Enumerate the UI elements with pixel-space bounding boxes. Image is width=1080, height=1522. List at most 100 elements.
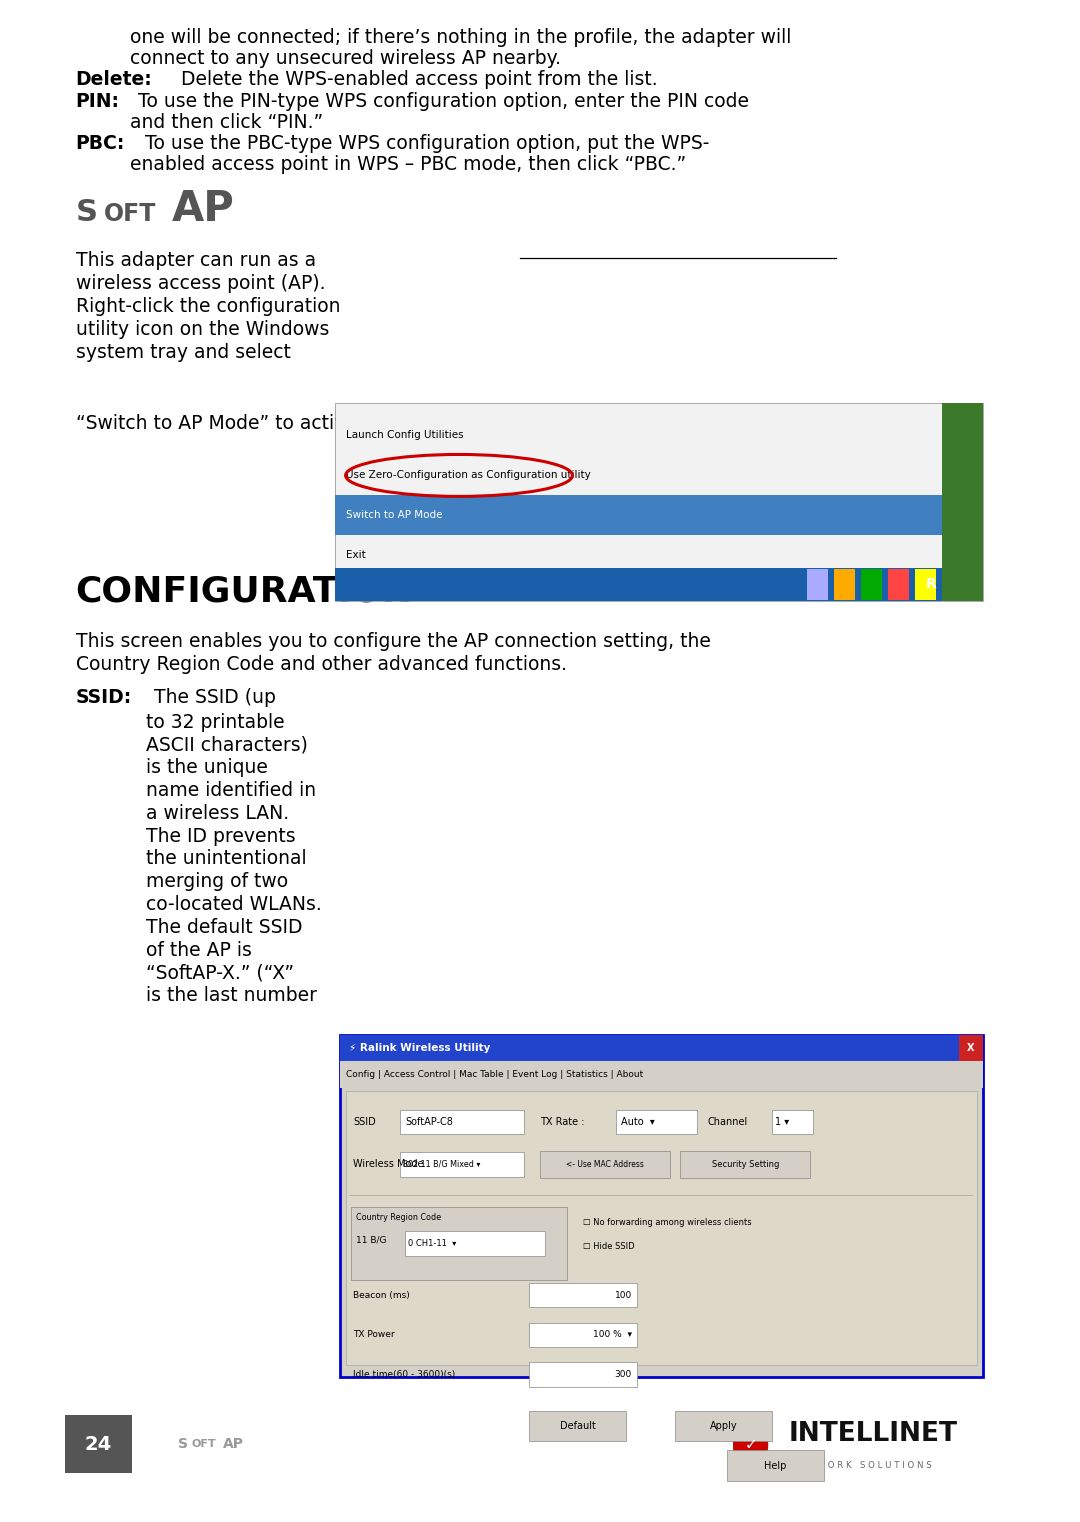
FancyBboxPatch shape [351, 1207, 567, 1280]
Text: OFT: OFT [191, 1440, 216, 1449]
Text: ☐ No forwarding among wireless clients: ☐ No forwarding among wireless clients [583, 1218, 752, 1227]
Text: 802.11 B/G Mixed ▾: 802.11 B/G Mixed ▾ [403, 1160, 481, 1169]
Text: ☐ Hide SSID: ☐ Hide SSID [583, 1242, 635, 1251]
Text: and then click “PIN.”: and then click “PIN.” [130, 113, 323, 132]
Text: enabled access point in WPS – PBC mode, then click “PBC.”: enabled access point in WPS – PBC mode, … [130, 155, 686, 175]
Text: X: X [968, 1043, 974, 1053]
Text: Help: Help [765, 1461, 786, 1470]
Text: The ID prevents: The ID prevents [146, 826, 296, 846]
Text: The SSID (up: The SSID (up [148, 688, 276, 708]
Text: S: S [178, 1437, 188, 1452]
Text: Country Region Code and other advanced functions.: Country Region Code and other advanced f… [76, 654, 567, 674]
Text: Security Setting: Security Setting [712, 1160, 779, 1169]
Text: of the AP is: of the AP is [146, 941, 252, 960]
FancyBboxPatch shape [400, 1110, 524, 1134]
Text: N E T W O R K   S O L U T I O N S: N E T W O R K S O L U T I O N S [791, 1461, 931, 1470]
Text: Delete the WPS-enabled access point from the list.: Delete the WPS-enabled access point from… [175, 70, 658, 90]
FancyBboxPatch shape [340, 1061, 983, 1088]
FancyBboxPatch shape [915, 569, 936, 600]
Text: This adapter can run as a: This adapter can run as a [76, 251, 315, 271]
Text: Default: Default [559, 1422, 596, 1431]
Text: 11 B/G: 11 B/G [356, 1236, 387, 1245]
Text: PIN:: PIN: [76, 91, 120, 111]
Text: is the last number: is the last number [146, 986, 316, 1006]
FancyBboxPatch shape [888, 569, 909, 600]
Text: PBC:: PBC: [76, 134, 125, 154]
Text: 100: 100 [615, 1291, 632, 1300]
FancyBboxPatch shape [335, 496, 942, 536]
Text: Apply: Apply [710, 1422, 738, 1431]
FancyBboxPatch shape [616, 1110, 697, 1134]
Text: 100 %  ▾: 100 % ▾ [593, 1330, 632, 1339]
Text: R: R [926, 577, 936, 592]
Text: 300: 300 [615, 1370, 632, 1379]
Text: name identified in: name identified in [146, 781, 316, 801]
FancyBboxPatch shape [807, 569, 828, 600]
FancyBboxPatch shape [529, 1323, 637, 1347]
Text: Right-click the configuration: Right-click the configuration [76, 297, 340, 317]
Text: Exit: Exit [346, 551, 365, 560]
Text: merging of two: merging of two [146, 872, 288, 892]
Text: This screen enables you to configure the AP connection setting, the: This screen enables you to configure the… [76, 632, 711, 651]
Text: CONFIGURATION: CONFIGURATION [76, 574, 413, 609]
Text: a wireless LAN.: a wireless LAN. [146, 804, 289, 823]
Text: Wireless Mode: Wireless Mode [353, 1160, 423, 1169]
Text: The default SSID: The default SSID [146, 918, 302, 938]
Text: Use Zero-Configuration as Configuration utility: Use Zero-Configuration as Configuration … [346, 470, 591, 481]
Text: co-located WLANs.: co-located WLANs. [146, 895, 322, 915]
Text: system tray and select: system tray and select [76, 342, 291, 362]
Text: Launch Config Utilities: Launch Config Utilities [346, 431, 463, 440]
Text: 24: 24 [84, 1435, 112, 1454]
FancyBboxPatch shape [335, 403, 983, 601]
Text: 1 ▾: 1 ▾ [775, 1117, 789, 1126]
FancyBboxPatch shape [335, 568, 942, 601]
Text: Channel: Channel [707, 1117, 747, 1126]
Text: Beacon (ms): Beacon (ms) [353, 1291, 410, 1300]
Text: <- Use MAC Address: <- Use MAC Address [566, 1160, 644, 1169]
FancyBboxPatch shape [346, 1091, 977, 1365]
FancyBboxPatch shape [959, 1035, 983, 1061]
FancyBboxPatch shape [772, 1110, 813, 1134]
Text: “SoftAP-X.” (“X”: “SoftAP-X.” (“X” [146, 963, 294, 983]
Text: utility icon on the Windows: utility icon on the Windows [76, 320, 329, 339]
Text: Config | Access Control | Mac Table | Event Log | Statistics | About: Config | Access Control | Mac Table | Ev… [346, 1070, 643, 1079]
FancyBboxPatch shape [529, 1362, 637, 1387]
Text: SSID:: SSID: [76, 688, 132, 708]
FancyBboxPatch shape [834, 569, 855, 600]
Text: TX Power: TX Power [353, 1330, 395, 1339]
FancyBboxPatch shape [540, 1151, 670, 1178]
Text: S: S [76, 198, 97, 227]
Text: ⚡ Ralink Wireless Utility: ⚡ Ralink Wireless Utility [349, 1043, 490, 1053]
Text: Switch to AP Mode: Switch to AP Mode [346, 510, 442, 521]
FancyBboxPatch shape [680, 1151, 810, 1178]
Text: AP: AP [172, 187, 234, 230]
FancyBboxPatch shape [529, 1411, 626, 1441]
Text: 0 CH1-11  ▾: 0 CH1-11 ▾ [408, 1239, 457, 1248]
FancyBboxPatch shape [942, 403, 983, 601]
Text: To use the PIN-type WPS configuration option, enter the PIN code: To use the PIN-type WPS configuration op… [133, 91, 750, 111]
Text: To use the PBC-type WPS configuration option, put the WPS-: To use the PBC-type WPS configuration op… [139, 134, 710, 154]
FancyBboxPatch shape [400, 1152, 524, 1177]
Ellipse shape [733, 1412, 768, 1476]
Text: connect to any unsecured wireless AP nearby.: connect to any unsecured wireless AP nea… [130, 49, 561, 68]
Text: wireless access point (AP).: wireless access point (AP). [76, 274, 325, 294]
FancyBboxPatch shape [340, 1035, 983, 1377]
FancyBboxPatch shape [675, 1411, 772, 1441]
FancyBboxPatch shape [65, 1415, 132, 1473]
Text: Delete:: Delete: [76, 70, 152, 90]
Text: Country Region Code: Country Region Code [356, 1213, 442, 1222]
Text: to 32 printable: to 32 printable [146, 712, 284, 732]
FancyBboxPatch shape [861, 569, 882, 600]
Text: SSID: SSID [353, 1117, 376, 1126]
FancyBboxPatch shape [727, 1450, 824, 1481]
Text: INTELLINET: INTELLINET [788, 1420, 957, 1447]
FancyBboxPatch shape [405, 1231, 545, 1256]
Text: Idle time(60 - 3600)(s): Idle time(60 - 3600)(s) [353, 1370, 456, 1379]
Text: Auto  ▾: Auto ▾ [621, 1117, 654, 1126]
Text: one will be connected; if there’s nothing in the profile, the adapter will: one will be connected; if there’s nothin… [130, 27, 791, 47]
Text: TX Rate :: TX Rate : [540, 1117, 584, 1126]
Text: ✓: ✓ [744, 1437, 757, 1452]
FancyBboxPatch shape [529, 1283, 637, 1307]
Text: “Switch to AP Mode” to activate the SoftAP function.: “Switch to AP Mode” to activate the Soft… [76, 414, 567, 434]
Text: is the unique: is the unique [146, 758, 268, 778]
